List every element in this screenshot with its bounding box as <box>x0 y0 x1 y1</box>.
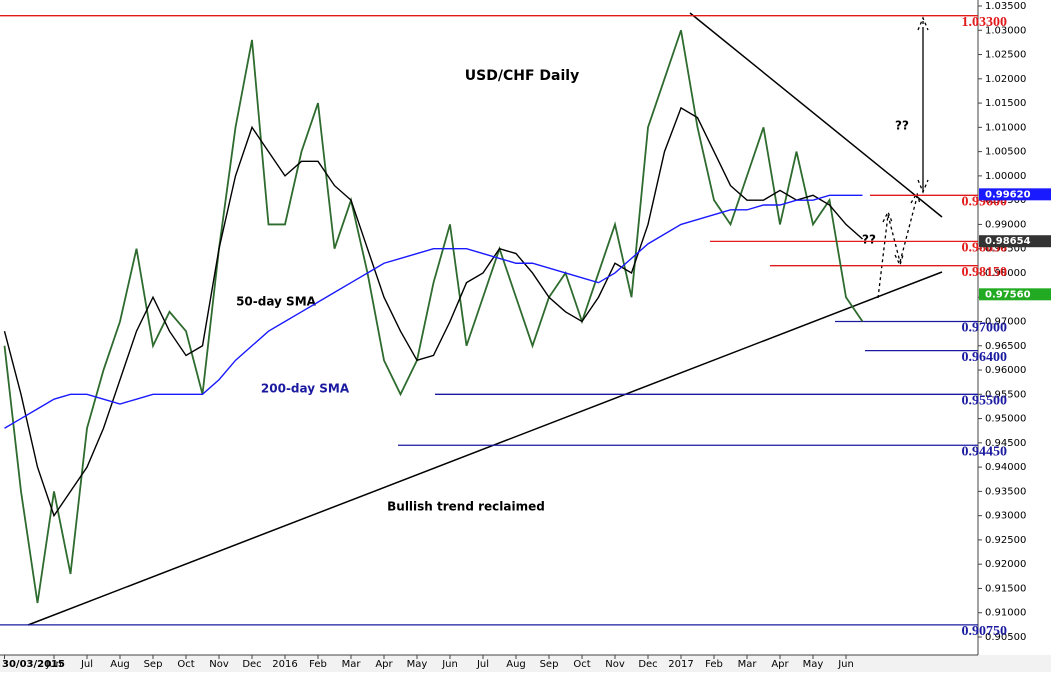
x-tick-label: Jun <box>441 659 458 670</box>
price-badge <box>979 288 1051 301</box>
y-tick-label: 0.92000 <box>985 559 1026 570</box>
price-badge <box>979 235 1051 248</box>
x-tick-label: Sep <box>144 659 163 670</box>
x-tick-label: May <box>803 659 824 670</box>
level-label: 1.03300 <box>962 15 1008 30</box>
x-tick-label: Feb <box>309 659 327 670</box>
x-tick-label: Jul <box>80 659 93 670</box>
x-tick-label: Feb <box>705 659 723 670</box>
y-tick-label: 0.95000 <box>985 414 1026 425</box>
y-tick-label: 0.94500 <box>985 438 1026 449</box>
x-tick-label: Oct <box>573 659 590 670</box>
y-tick-label: 0.91500 <box>985 583 1026 594</box>
y-tick-label: 1.01500 <box>985 98 1026 109</box>
y-tick-label: 0.96000 <box>985 365 1026 376</box>
trend-line-down <box>689 12 943 218</box>
series-line <box>4 194 863 429</box>
x-tick-label: Dec <box>638 659 657 670</box>
y-tick-label: 0.94000 <box>985 462 1026 473</box>
y-tick-label: 0.91000 <box>985 608 1026 619</box>
price-badge-label: 0.99620 <box>985 189 1031 200</box>
chart-title: USD/CHF Daily <box>465 68 579 84</box>
x-tick-label: Oct <box>177 659 194 670</box>
y-tick-label: 1.03500 <box>985 1 1026 12</box>
y-tick-label: 0.99500 <box>985 195 1026 206</box>
y-tick-label: 1.02500 <box>985 50 1026 61</box>
x-axis-band <box>0 655 1051 672</box>
y-tick-label: 1.00000 <box>985 171 1026 182</box>
annotation: 200-day SMA <box>261 382 350 396</box>
series-line <box>3 106 863 518</box>
level-label: 0.90750 <box>962 624 1008 639</box>
level-label: 0.95500 <box>962 394 1008 409</box>
y-tick-label: 0.93000 <box>985 511 1026 522</box>
y-tick-label: 0.99000 <box>985 219 1026 230</box>
annotation: ?? <box>895 119 909 133</box>
x-tick-label: 2016 <box>272 659 297 670</box>
y-tick-label: 1.02000 <box>985 74 1026 85</box>
x-tick-label: 30/03/2015 <box>2 659 65 670</box>
y-tick-label: 1.01000 <box>985 122 1026 133</box>
x-tick-label: Jun <box>837 659 854 670</box>
trend-line-up <box>27 271 943 626</box>
scenario-arrows <box>877 16 929 299</box>
x-tick-label: Aug <box>110 659 130 670</box>
series-line <box>3 29 864 604</box>
x-tick-label: Apr <box>375 659 393 670</box>
x-tick-label: May <box>407 659 428 670</box>
x-tick-label: 2017 <box>668 659 693 670</box>
level-label: 0.96400 <box>962 350 1008 365</box>
y-tick-label: 1.03000 <box>985 25 1026 36</box>
y-tick-label: 0.95500 <box>985 389 1026 400</box>
x-tick-label: Jul <box>476 659 489 670</box>
annotation: 50-day SMA <box>236 295 317 309</box>
x-tick-label: Nov <box>209 659 229 670</box>
y-tick-label: 0.90500 <box>985 632 1026 643</box>
x-tick-label: Nov <box>605 659 625 670</box>
y-tick-label: 0.93500 <box>985 486 1026 497</box>
level-label: 0.97000 <box>962 321 1008 336</box>
x-tick-label: Dec <box>242 659 261 670</box>
annotation: ?? <box>862 233 876 247</box>
y-tick-label: 0.98500 <box>985 244 1026 255</box>
level-label: 0.98150 <box>962 265 1008 280</box>
price-badge-label: 0.98654 <box>985 236 1031 247</box>
annotation: Bullish trend reclaimed <box>387 500 545 514</box>
y-tick-label: 0.96500 <box>985 341 1026 352</box>
x-tick-label: Apr <box>771 659 789 670</box>
y-tick-label: 0.97000 <box>985 317 1026 328</box>
x-tick-label: Jun <box>45 659 62 670</box>
y-tick-label: 0.92500 <box>985 535 1026 546</box>
level-label: 0.94450 <box>962 444 1008 459</box>
x-tick-label: Mar <box>342 659 362 670</box>
x-tick-label: Mar <box>738 659 758 670</box>
y-tick-label: 1.00500 <box>985 147 1026 158</box>
y-tick-label: 0.98000 <box>985 268 1026 279</box>
x-tick-label: Sep <box>540 659 559 670</box>
x-tick-label: Aug <box>506 659 526 670</box>
price-badge-label: 0.97560 <box>985 289 1031 300</box>
price-badge <box>979 188 1051 201</box>
